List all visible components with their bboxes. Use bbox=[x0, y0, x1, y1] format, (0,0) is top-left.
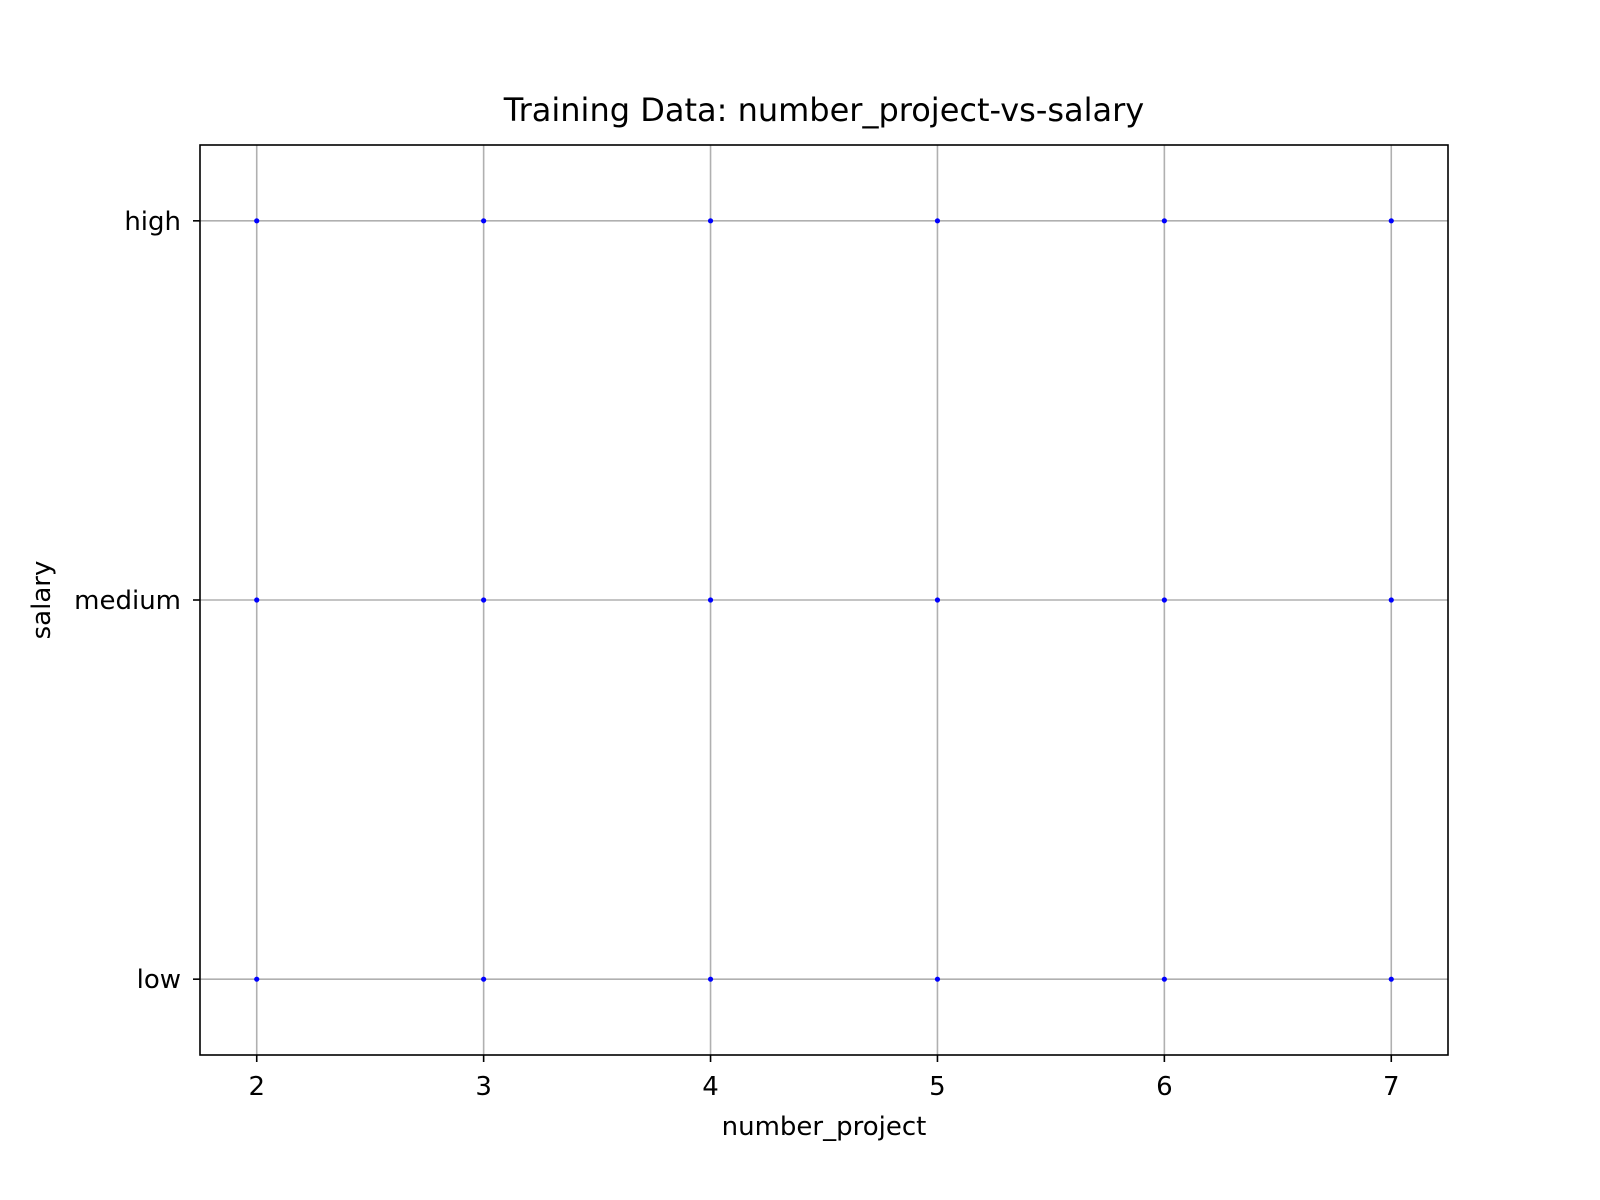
data-point bbox=[254, 218, 260, 224]
data-point bbox=[707, 218, 714, 224]
ticks-layer: 2 3 4 5 6 7 low medium high bbox=[74, 207, 1399, 1102]
data-point bbox=[934, 597, 941, 603]
data-point bbox=[1388, 597, 1394, 603]
data-point bbox=[707, 976, 714, 982]
data-point bbox=[1388, 218, 1394, 224]
data-point bbox=[254, 976, 260, 982]
y-axis-label: salary bbox=[27, 561, 57, 640]
x-tick-label: 5 bbox=[929, 1072, 946, 1102]
data-point bbox=[934, 976, 941, 982]
data-point bbox=[1161, 218, 1167, 224]
x-tick-label: 4 bbox=[702, 1072, 719, 1102]
x-tick-label: 2 bbox=[248, 1072, 265, 1102]
chart-title: Training Data: number_project-vs-salary bbox=[503, 91, 1144, 129]
y-tick-label: medium bbox=[74, 586, 181, 616]
data-point bbox=[707, 597, 714, 603]
x-tick-label: 7 bbox=[1383, 1072, 1400, 1102]
x-tick-label: 3 bbox=[475, 1072, 492, 1102]
x-axis-label: number_project bbox=[722, 1112, 927, 1142]
data-point bbox=[254, 597, 260, 603]
data-point bbox=[1161, 976, 1167, 982]
data-point bbox=[1388, 976, 1394, 982]
points-layer bbox=[254, 218, 1394, 982]
data-point bbox=[481, 976, 487, 982]
data-point bbox=[481, 218, 487, 224]
data-point bbox=[934, 218, 941, 224]
x-tick-label: 6 bbox=[1156, 1072, 1173, 1102]
data-point bbox=[1161, 597, 1167, 603]
y-tick-label: low bbox=[137, 965, 181, 995]
grid-layer bbox=[200, 145, 1448, 1055]
y-tick-label: high bbox=[124, 207, 181, 237]
data-point bbox=[481, 597, 487, 603]
